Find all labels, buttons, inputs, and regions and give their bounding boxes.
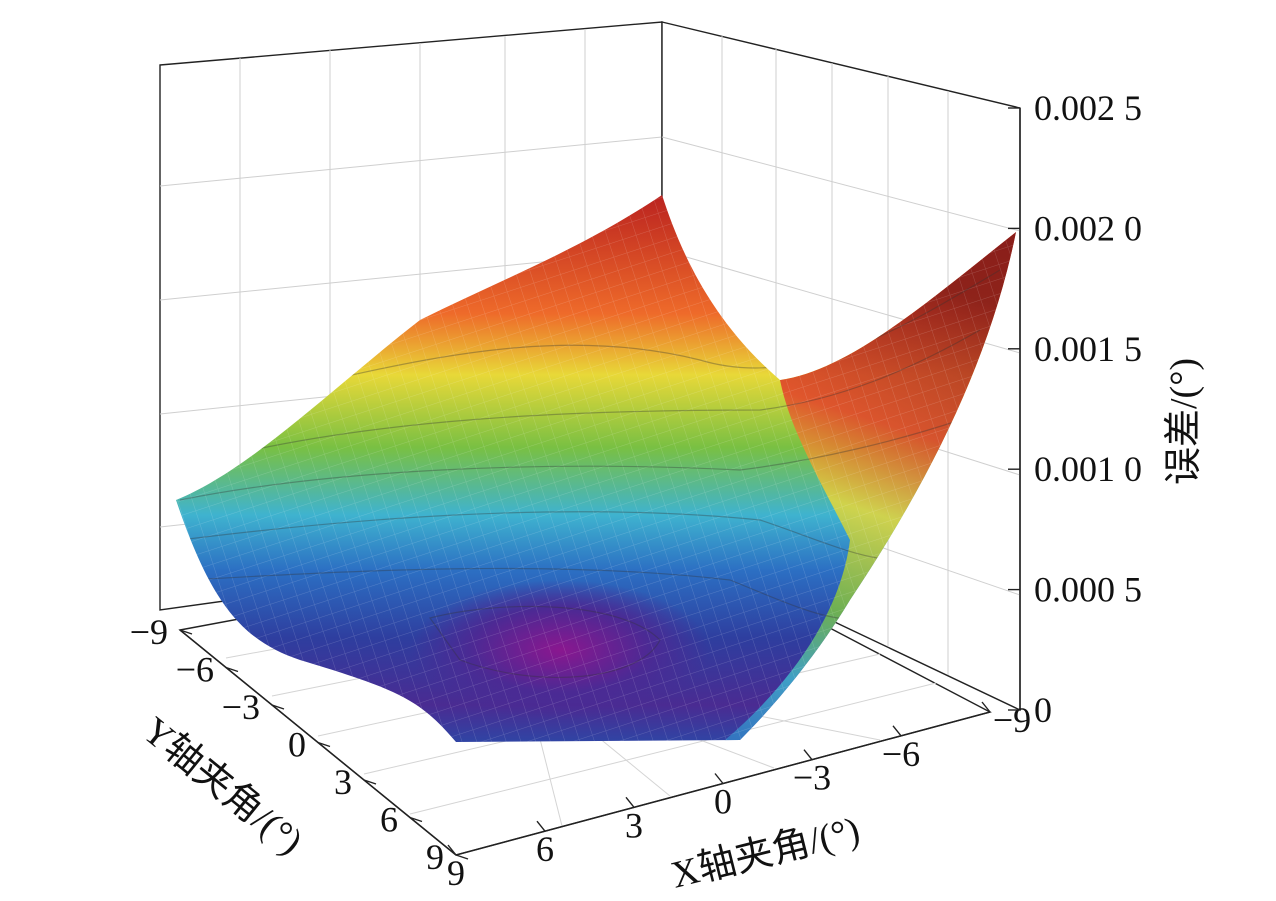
z-tick-label: 0 xyxy=(1034,690,1052,730)
x-tick-label: 6 xyxy=(536,829,554,869)
x-axis-title: X轴夹角/(°) xyxy=(667,809,864,896)
y-tick-mark xyxy=(409,816,423,823)
x-axis-ticks: 9 6 3 0 −3 −6 −9 xyxy=(447,700,1031,893)
z-tick-label: 0.001 0 xyxy=(1034,449,1142,489)
x-tick-mark xyxy=(625,796,635,808)
x-tick-label: −6 xyxy=(882,734,920,774)
z-tick-label: 0.000 5 xyxy=(1034,570,1142,610)
x-tick-mark xyxy=(803,749,813,761)
x-tick-mark xyxy=(447,844,457,856)
y-tick-mark xyxy=(271,704,285,710)
y-tick-label: −9 xyxy=(130,612,168,652)
y-tick-mark xyxy=(179,629,193,635)
y-tick-label: −3 xyxy=(222,687,260,727)
z-tick-label: 0.002 0 xyxy=(1034,208,1142,248)
z-axis-ticks: 0 0.000 5 0.001 0 0.001 5 0.002 0 0.002 5 xyxy=(1008,88,1142,730)
y-tick-label: 9 xyxy=(426,837,444,877)
x-tick-mark xyxy=(981,701,991,713)
y-tick-label: 6 xyxy=(380,800,398,840)
x-tick-label: 9 xyxy=(447,853,465,893)
x-tick-mark xyxy=(892,725,902,737)
x-tick-label: −9 xyxy=(993,700,1031,740)
y-tick-mark xyxy=(317,741,331,748)
z-tick-label: 0.001 5 xyxy=(1034,329,1142,369)
y-tick-label: 0 xyxy=(288,725,306,765)
x-tick-mark xyxy=(536,820,546,832)
x-tick-label: 0 xyxy=(714,782,732,822)
x-tick-label: 3 xyxy=(625,805,643,845)
y-tick-mark xyxy=(455,854,469,860)
z-tick-label: 0.002 5 xyxy=(1034,88,1142,128)
y-tick-label: −6 xyxy=(176,650,214,690)
x-tick-label: −3 xyxy=(793,758,831,798)
surface-contours xyxy=(179,269,1001,679)
y-tick-mark xyxy=(363,779,377,785)
x-tick-mark xyxy=(714,773,724,784)
y-axis-title: Y轴夹角/(°) xyxy=(134,709,310,863)
y-tick-mark xyxy=(225,666,239,673)
y-tick-label: 3 xyxy=(334,762,352,802)
z-axis-title: 误差/(°) xyxy=(1163,358,1205,485)
